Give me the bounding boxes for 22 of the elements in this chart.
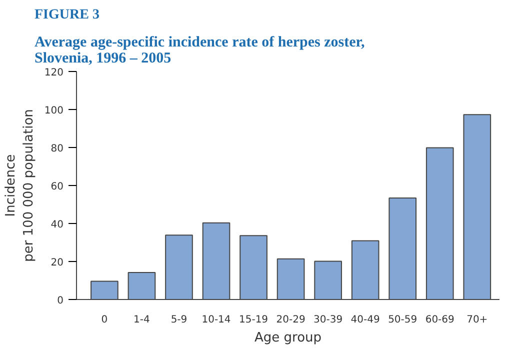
y-tick-label: 0 xyxy=(57,296,64,306)
y-axis-title: Incidence per 100 000 population xyxy=(3,109,36,262)
y-tick-label: 120 xyxy=(44,68,64,78)
x-tick-label: 40-49 xyxy=(350,314,380,326)
x-tick-label: 60-69 xyxy=(425,314,454,326)
caption: FIGURE 3 xyxy=(34,8,100,22)
x-tick-label: 70+ xyxy=(466,314,488,326)
x-tick-label: 10-14 xyxy=(202,314,231,326)
x-tick-label: 30-39 xyxy=(314,314,343,326)
y-tick-label: 80 xyxy=(50,144,64,154)
y-tick-label: 60 xyxy=(50,182,64,192)
chart-title: Average age-specific incidence rate of herpes zoster, Slovenia, 1996 – 2005 xyxy=(34,34,366,66)
x-tick-label: 1-4 xyxy=(134,314,150,326)
x-tick-label: 0 xyxy=(101,314,108,326)
x-tick-label: 5-9 xyxy=(170,314,188,326)
x-axis-title: Age group xyxy=(254,330,322,346)
y-tick-label: 100 xyxy=(44,106,64,116)
x-tick-label: 50-59 xyxy=(388,314,418,326)
x-tick-label: 15-19 xyxy=(239,314,268,326)
y-tick-label: 20 xyxy=(50,258,64,268)
x-tick-label: 20-29 xyxy=(276,314,306,326)
y-tick-label: 40 xyxy=(50,220,64,230)
